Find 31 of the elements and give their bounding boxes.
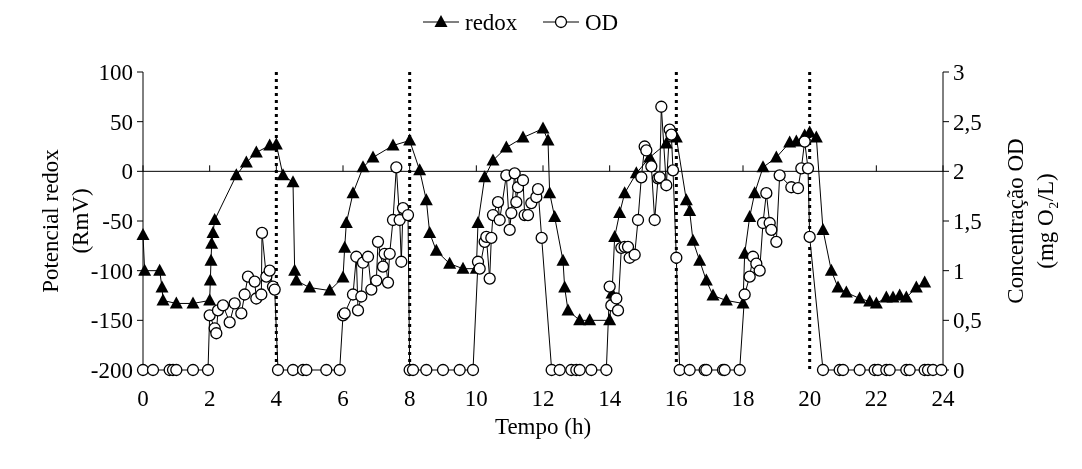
x-tick-label: 6 bbox=[337, 386, 349, 411]
x-tick-label: 10 bbox=[464, 386, 488, 411]
x-tick-label: 14 bbox=[598, 386, 622, 411]
x-tick-label: 12 bbox=[531, 386, 555, 411]
x-tick-label: 18 bbox=[731, 386, 755, 411]
x-tick-label: 22 bbox=[864, 386, 888, 411]
x-tick-label: 2 bbox=[203, 386, 216, 411]
x-tick-label: 24 bbox=[931, 386, 955, 411]
y-tick-label: 50 bbox=[110, 109, 133, 135]
x-tick-label: 16 bbox=[664, 386, 688, 411]
y2-axis-title: Concentração OD (mg O₂/L) bbox=[1003, 138, 1058, 304]
legend-label: OD bbox=[585, 10, 619, 36]
y2-tick-label: 0,5 bbox=[953, 308, 982, 334]
y-tick-label: 0 bbox=[121, 159, 133, 185]
y-tick-label: -50 bbox=[102, 209, 133, 235]
y2-tick-label: 3 bbox=[953, 60, 965, 86]
legend-label: redox bbox=[465, 10, 518, 36]
y-tick-label: -200 bbox=[90, 358, 133, 384]
y2-tick-label: 1,5 bbox=[953, 209, 982, 235]
y-tick-label: -150 bbox=[90, 308, 133, 334]
x-tick-label: 4 bbox=[270, 386, 283, 411]
y-tick-label: 100 bbox=[98, 60, 133, 86]
y2-tick-label: 0 bbox=[953, 358, 965, 384]
x-tick-label: 20 bbox=[798, 386, 822, 411]
y2-tick-label: 2,5 bbox=[953, 109, 982, 135]
x-tick-label: 0 bbox=[137, 386, 149, 411]
y2-tick-label: 1 bbox=[953, 258, 965, 284]
x-tick-label: 8 bbox=[403, 386, 416, 411]
y-tick-label: -100 bbox=[90, 258, 133, 284]
y2-tick-label: 2 bbox=[953, 159, 965, 185]
x-axis-title: Tempo (h) bbox=[494, 414, 592, 439]
